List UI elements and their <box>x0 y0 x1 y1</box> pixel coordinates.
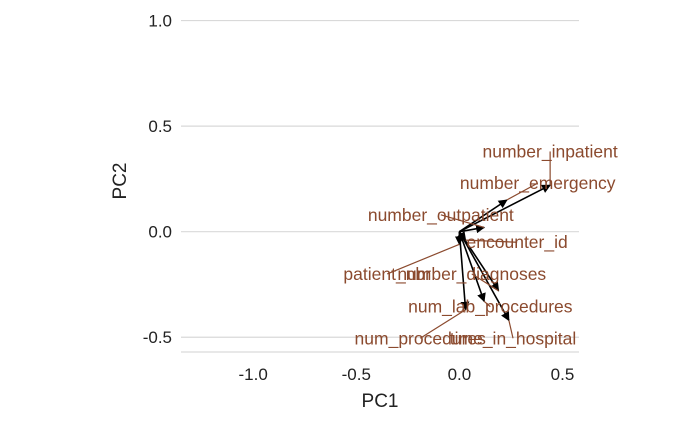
loading-label-num-procedures: num_procedures <box>355 328 487 349</box>
y-tick-label: 0.0 <box>148 223 172 242</box>
label-leader-line <box>465 239 518 243</box>
loading-arrows <box>454 184 552 322</box>
label-leader-line <box>471 273 499 292</box>
loading-label-encounter-id: encounter_id <box>467 232 568 253</box>
label-leader-line <box>419 309 466 339</box>
loading-arrow-num-procedures <box>458 231 470 311</box>
loading-label-number-outpatient: number_outpatient <box>368 205 514 226</box>
y-axis-title: PC2 <box>110 163 131 200</box>
y-tick-label: 1.0 <box>148 12 172 31</box>
label-leader-line <box>386 243 460 275</box>
loading-arrow-number-emergency <box>458 199 508 233</box>
label-leader-line <box>440 214 485 229</box>
label-leader-line <box>483 300 491 308</box>
axes: 1.0 0.5 0.0 -0.5 -1.0 -0.5 0.0 0.5 <box>143 12 575 384</box>
loading-label-number-inpatient: number_inpatient <box>483 141 618 162</box>
x-tick-label: -0.5 <box>342 365 371 384</box>
loading-arrow-time-in-hospital <box>458 231 510 322</box>
loading-label-patient-nbr: patient_nbr <box>343 264 431 285</box>
loading-label-time-in-hospital: time_in_hospital <box>450 328 576 349</box>
loading-arrow-number-diagnoses <box>458 231 500 292</box>
label-leader-line <box>506 182 539 201</box>
loading-arrow-num-lab-procedures <box>458 231 486 303</box>
loading-arrow-number-outpatient <box>459 224 486 234</box>
y-tick-label: 0.5 <box>148 117 172 136</box>
x-tick-label: -1.0 <box>239 365 268 384</box>
loading-label-num-lab-procedures: num_lab_procedures <box>408 297 573 318</box>
y-tick-label: -0.5 <box>143 328 172 347</box>
x-axis-title: PC1 <box>362 391 399 412</box>
loading-arrow-number-inpatient <box>459 184 552 233</box>
loading-label-number-diagnoses: number_diagnoses <box>397 264 546 285</box>
loading-label-number-emergency: number_emergency <box>460 173 616 194</box>
loading-labels: number_inpatient number_emergency number_o… <box>343 141 617 349</box>
x-tick-label: 0.5 <box>551 365 575 384</box>
x-tick-label: 0.0 <box>448 365 472 384</box>
label-leader-line <box>508 320 514 339</box>
